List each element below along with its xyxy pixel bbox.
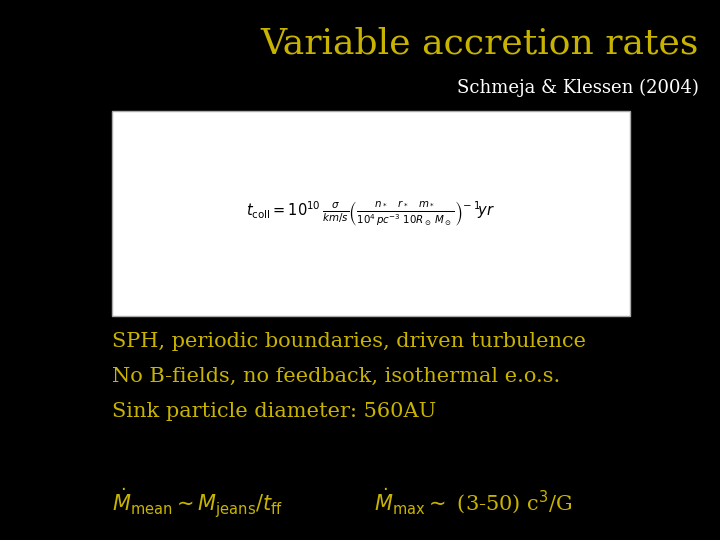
Text: $\dot{M}_{\mathrm{max}}\sim$ (3-50) c$^{3}$/G: $\dot{M}_{\mathrm{max}}\sim$ (3-50) c$^{…: [374, 486, 573, 516]
Text: $\dot{M}_{\mathrm{mean}}\sim M_{\mathrm{jeans}}/t_{\mathrm{ff}}$: $\dot{M}_{\mathrm{mean}}\sim M_{\mathrm{…: [112, 486, 283, 519]
Text: $t_{\rm coll} = 10^{10}\,\frac{\sigma}{km/s}\left(\frac{n_*\quad r_*\quad m_*}{1: $t_{\rm coll} = 10^{10}\,\frac{\sigma}{k…: [246, 199, 495, 228]
Bar: [112, 111, 630, 316]
Text: Sink particle diameter: 560AU: Sink particle diameter: 560AU: [112, 402, 436, 421]
Text: No B-fields, no feedback, isothermal e.o.s.: No B-fields, no feedback, isothermal e.o…: [112, 367, 560, 386]
Text: Variable accretion rates: Variable accretion rates: [260, 27, 698, 61]
Text: Schmeja & Klessen (2004): Schmeja & Klessen (2004): [456, 78, 698, 97]
Text: SPH, periodic boundaries, driven turbulence: SPH, periodic boundaries, driven turbule…: [112, 332, 585, 351]
